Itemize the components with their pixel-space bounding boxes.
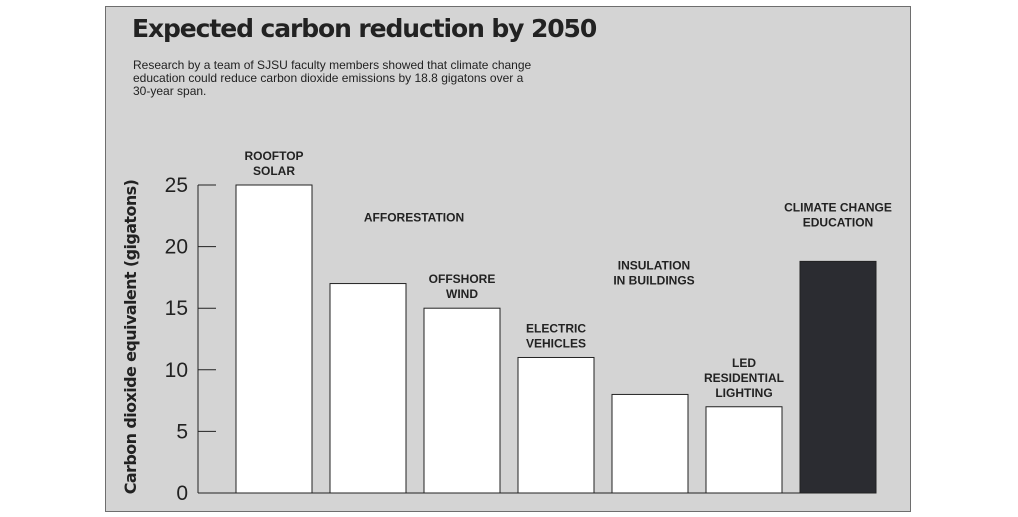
bar-label-line: IN BUILDINGS xyxy=(613,273,694,287)
y-tick-label-10: 10 xyxy=(165,359,188,382)
y-tick-label-25: 25 xyxy=(165,174,188,197)
bar-label-2: OFFSHORE WIND xyxy=(429,272,496,301)
bar-label-3: ELECTRIC VEHICLES xyxy=(526,321,586,350)
y-tick-label-15: 15 xyxy=(165,297,188,320)
chart-subtitle: Research by a team of SJSU faculty membe… xyxy=(133,58,532,98)
y-tick-label-20: 20 xyxy=(165,236,188,259)
bar-5 xyxy=(705,406,783,494)
bar-label-5: LED RESIDENTIAL LIGHTING xyxy=(704,356,784,400)
bar-label-line: EDUCATION xyxy=(803,215,873,229)
bar-label-line: LED xyxy=(732,356,756,370)
bar-label-line: INSULATION xyxy=(618,258,690,272)
bar-label-line: AFFORESTATION xyxy=(364,211,464,225)
bar-label-0: ROOFTOP SOLAR xyxy=(244,149,303,178)
bar-6 xyxy=(799,260,877,494)
chart-title: Expected carbon reduction by 2050 xyxy=(132,14,597,43)
bar-label-line: RESIDENTIAL xyxy=(704,371,784,385)
bar-label-6: CLIMATE CHANGE EDUCATION xyxy=(784,200,892,229)
chart-panel: Expected carbon reduction by 2050 Resear… xyxy=(105,6,911,512)
bar-label-line: WIND xyxy=(446,287,478,301)
bar-chart: 0 5 10 15 20 25 ROOFTOP SOLAR AFFORESTATION OFFS… xyxy=(121,149,892,505)
y-axis-title: Carbon dioxide equivalent (gigatons) xyxy=(121,180,140,495)
bar-2 xyxy=(423,307,501,494)
bar-label-line: ROOFTOP xyxy=(244,149,303,163)
bar-label-line: LIGHTING xyxy=(715,386,772,400)
bar-label-line: CLIMATE CHANGE xyxy=(784,200,892,214)
bar-label-line: SOLAR xyxy=(253,164,295,178)
bar-label-line: VEHICLES xyxy=(526,336,586,350)
y-tick-label-0: 0 xyxy=(176,482,188,505)
bar-3 xyxy=(517,356,595,494)
bar-label-4: INSULATION IN BUILDINGS xyxy=(613,258,694,287)
bar-1 xyxy=(329,283,407,494)
bar-label-line: ELECTRIC xyxy=(526,321,586,335)
bar-4 xyxy=(611,393,689,494)
bar-label-1: AFFORESTATION xyxy=(364,211,464,225)
y-tick-label-5: 5 xyxy=(176,420,188,443)
bar-0 xyxy=(235,184,313,494)
bar-label-line: OFFSHORE xyxy=(429,272,496,286)
